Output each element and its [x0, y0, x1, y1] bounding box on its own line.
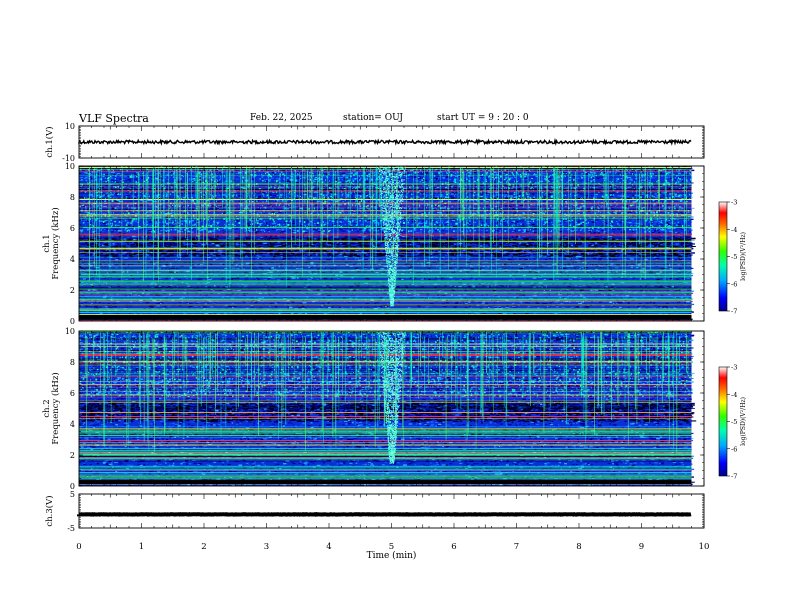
ch1-spec-colorbar-tick-label: -6: [731, 280, 737, 288]
ch1-spec-colorbar-label: log(PSD)(V²/Hz): [740, 232, 747, 281]
ch2-spec-colorbar-tick-label: -6: [731, 445, 737, 453]
date-label: Feb. 22, 2025: [250, 113, 313, 123]
ch3-wave-ylabel: ch.3(V): [44, 495, 55, 526]
start-time-label: start UT = 9 : 20 : 0: [437, 113, 529, 123]
station-label: station= OUJ: [343, 113, 404, 123]
x-tick-label: 0: [76, 542, 81, 552]
x-tick-label: 7: [514, 542, 519, 552]
x-tick-label: 2: [201, 542, 206, 552]
ch1-spec-ytick-label: 4: [70, 255, 75, 264]
ch1-spec-ylabel: Frequency (kHz): [50, 207, 61, 279]
ch3-wave-ytick-label: 5: [70, 490, 75, 499]
ch1-spec-colorbar-tick-label: -5: [731, 253, 737, 261]
x-tick-label: 5: [389, 542, 394, 552]
x-tick-label: 6: [451, 542, 456, 552]
x-tick-label: 8: [576, 542, 581, 552]
ch2-spec-channel-label: ch.2: [42, 399, 52, 417]
plot-title: VLF Spectra: [79, 112, 149, 125]
x-tick-label: 9: [639, 542, 644, 552]
ch2-spec-ylabel: Frequency (kHz): [50, 372, 61, 444]
ch2-spec-ytick-label: 10: [65, 327, 75, 336]
ch1-wave-ylabel: ch.1(V): [44, 126, 55, 157]
ch1-spec-ytick-label: 10: [65, 162, 75, 171]
ch1-spec-colorbar-tick-label: -7: [731, 308, 737, 316]
ch2-spec-colorbar-tick-label: -4: [731, 391, 737, 399]
ch1-spec-ytick-label: 6: [70, 224, 75, 233]
ch1-spec-colorbar-tick-label: -4: [731, 226, 737, 234]
ch1-spec-image: [79, 166, 704, 321]
x-tick-label: 10: [699, 542, 710, 552]
ch2-spec-ytick-label: 2: [70, 451, 75, 460]
ch1-wave-ytick-label: 10: [65, 122, 75, 131]
ch2-spec-ytick-label: 4: [70, 420, 75, 429]
ch2-spec-colorbar-label: log(PSD)(V²/Hz): [740, 397, 747, 446]
ch1-spec-colorbar: [718, 201, 728, 312]
ch1-spec-channel-label: ch.1: [42, 234, 52, 252]
ch2-spec-colorbar-tick-label: -5: [731, 418, 737, 426]
ch1-spec-ytick-label: 8: [70, 193, 75, 202]
x-tick-label: 1: [139, 542, 144, 552]
ch1-wave-ytick-label: -10: [62, 154, 75, 163]
ch2-spec-colorbar-tick-label: -3: [731, 364, 737, 372]
ch2-spec-ytick-label: 6: [70, 389, 75, 398]
ch1-spec-ytick-label: 2: [70, 286, 75, 295]
ch3-wave-frame: [78, 493, 705, 529]
ch1-wave-trace: [78, 137, 692, 147]
ch2-spec-image: [79, 331, 704, 486]
ch2-spec-colorbar: [718, 366, 728, 477]
ch2-spec-colorbar-tick-label: -7: [731, 473, 737, 481]
ch1-spec-ytick-label: 0: [70, 317, 75, 326]
x-tick-label: 4: [326, 542, 331, 552]
x-tick-label: 3: [264, 542, 269, 552]
ch1-spec-colorbar-tick-label: -3: [731, 199, 737, 207]
ch2-spec-ytick-label: 0: [70, 482, 75, 491]
x-axis-label: Time (min): [367, 550, 417, 561]
ch2-spec-ytick-label: 8: [70, 358, 75, 367]
ch3-wave-ytick-label: -5: [67, 524, 75, 533]
